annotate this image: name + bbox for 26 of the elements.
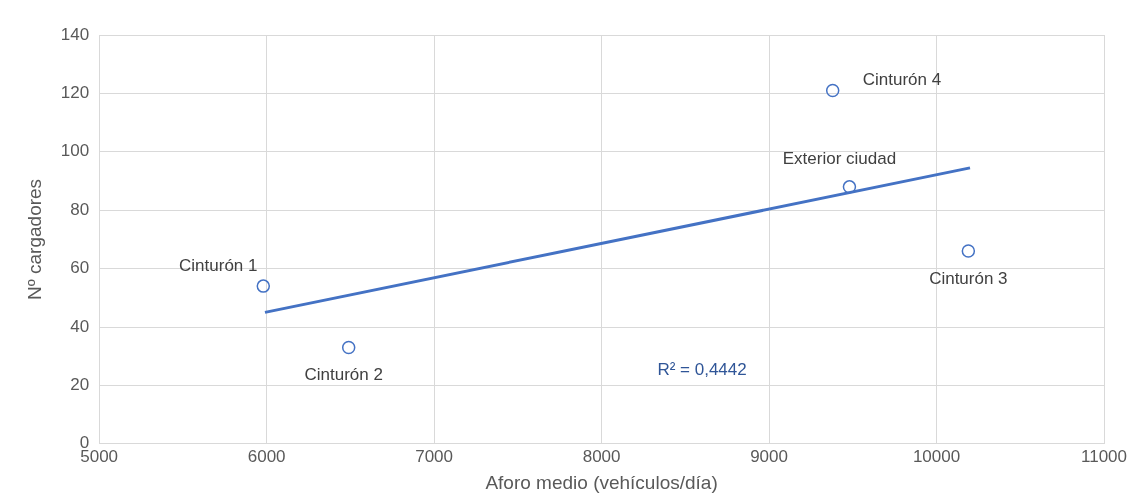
annotation: Cinturón 2 bbox=[304, 365, 383, 385]
annotation: R² = 0,4442 bbox=[657, 359, 747, 379]
x-tick-label: 7000 bbox=[415, 446, 454, 466]
annotation: Exterior ciudad bbox=[782, 148, 897, 168]
y-tick-label: 60 bbox=[70, 258, 90, 278]
y-tick-label: 100 bbox=[60, 141, 90, 161]
annotation: Cinturón 4 bbox=[862, 70, 942, 90]
annotation: Cinturón 1 bbox=[179, 255, 258, 275]
x-tick-label: 11000 bbox=[1080, 446, 1128, 466]
y-tick-label: 40 bbox=[70, 316, 90, 336]
x-tick-label: 6000 bbox=[247, 446, 286, 466]
point bbox=[842, 180, 857, 194]
y-tick-label: 140 bbox=[60, 24, 90, 44]
x-tick-label: 8000 bbox=[582, 446, 621, 466]
annotation: Cinturón 3 bbox=[929, 268, 1008, 288]
x-tick-label: 9000 bbox=[750, 446, 788, 466]
y-axis-title: Nº cargadores bbox=[23, 178, 45, 300]
x-tick-label: 10000 bbox=[912, 446, 961, 466]
y-tick-label: 80 bbox=[70, 199, 90, 219]
point bbox=[961, 244, 976, 258]
point bbox=[341, 340, 356, 355]
y-tick-label: 20 bbox=[70, 375, 90, 395]
point bbox=[256, 279, 271, 293]
x-axis-title: Aforo medio (vehículos/día) bbox=[485, 471, 718, 493]
y-tick-label: 120 bbox=[60, 83, 90, 103]
point bbox=[825, 83, 840, 98]
